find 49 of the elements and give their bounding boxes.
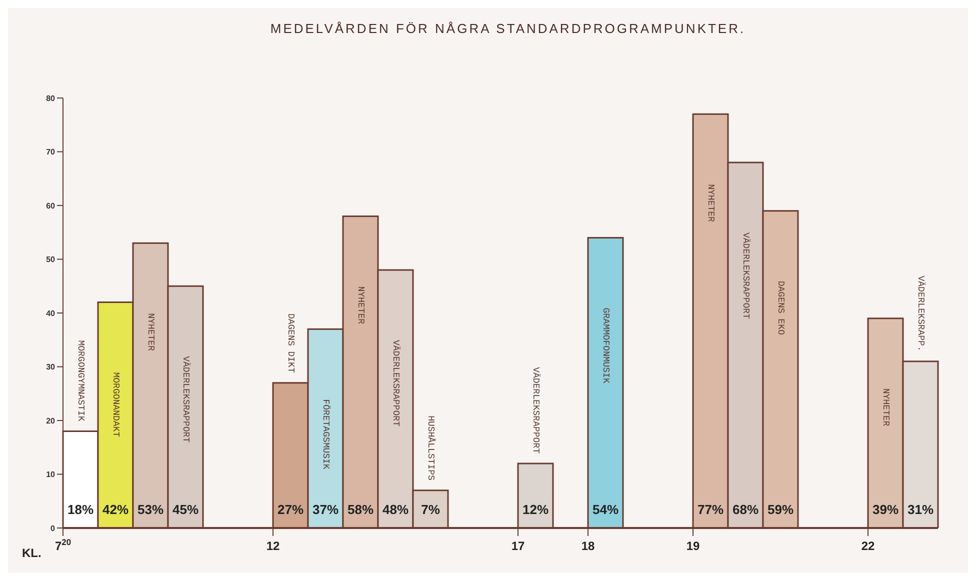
x-tick-label: 17 bbox=[511, 539, 525, 553]
x-tick-label: 7$^{20}$ bbox=[54, 537, 72, 553]
data-label: 39% bbox=[872, 502, 899, 517]
y-tick-label: 60 bbox=[46, 201, 56, 210]
annotation: MORGONGYMNASTIK bbox=[76, 340, 86, 422]
data-label: 53% bbox=[137, 502, 164, 517]
data-label: 77% bbox=[697, 502, 724, 517]
x-tick-label: 22 bbox=[861, 539, 875, 553]
annotation: VÄDERLEKSRAPPORT bbox=[740, 232, 752, 320]
y-tick-label: 40 bbox=[46, 308, 56, 318]
annotation: VÄDERLEKSRAPPORT bbox=[180, 356, 192, 444]
x-tick-label: 18 bbox=[581, 539, 595, 553]
data-label: 37% bbox=[312, 502, 339, 517]
data-label: 18% bbox=[67, 502, 94, 517]
y-tick-label: 70 bbox=[46, 148, 56, 157]
annotation: MORGONANDAKT bbox=[110, 372, 120, 438]
y-tick-label: 0 bbox=[50, 524, 56, 533]
data-label: 31% bbox=[907, 502, 934, 517]
annotation: FÖRETAGSMUSIK bbox=[320, 399, 332, 470]
annotation: NYHETER bbox=[706, 184, 716, 223]
y-tick-label: 20 bbox=[46, 416, 56, 426]
annotation: GRAMMOFONMUSIK bbox=[600, 308, 610, 384]
data-label: 59% bbox=[767, 502, 794, 517]
data-label: 12% bbox=[522, 502, 549, 517]
x-tick-label: 19 bbox=[686, 539, 700, 553]
annotation: NYHETER bbox=[146, 313, 156, 352]
data-label: 68% bbox=[732, 502, 759, 517]
x-tick-label: 12 bbox=[266, 539, 280, 553]
annotation: DAGENS DIKT bbox=[286, 313, 296, 374]
chart-title: MEDELVÅRDEN FÖR NÅGRA STANDARDPROGRAMPUNKTER. bbox=[270, 21, 746, 36]
y-tick-label: 50 bbox=[46, 255, 56, 264]
annotation: NYHETER bbox=[356, 286, 366, 325]
annotation: DAGENS EKO bbox=[776, 280, 786, 335]
x-axis-title: KL. bbox=[22, 546, 42, 560]
data-label: 45% bbox=[172, 502, 199, 517]
data-label: 27% bbox=[277, 502, 304, 517]
data-label: 48% bbox=[382, 502, 409, 517]
y-tick-label: 80 bbox=[46, 94, 56, 103]
y-tick-label: 10 bbox=[46, 470, 56, 480]
annotation: VÄDERLEKSRAPPORT bbox=[390, 340, 402, 428]
y-tick-label: 30 bbox=[46, 362, 56, 372]
annotation: NYHETER bbox=[880, 388, 890, 427]
data-label: 7% bbox=[421, 502, 440, 517]
annotation: HUSHÅLLSTIPS bbox=[426, 416, 436, 480]
data-label: 42% bbox=[102, 502, 129, 517]
annotation: VÄDERLEKSRAPPORT bbox=[530, 367, 542, 454]
annotation: VÄDERLEKSRAPP. bbox=[916, 276, 926, 352]
data-label: 58% bbox=[347, 502, 374, 517]
data-label: 54% bbox=[592, 502, 619, 517]
